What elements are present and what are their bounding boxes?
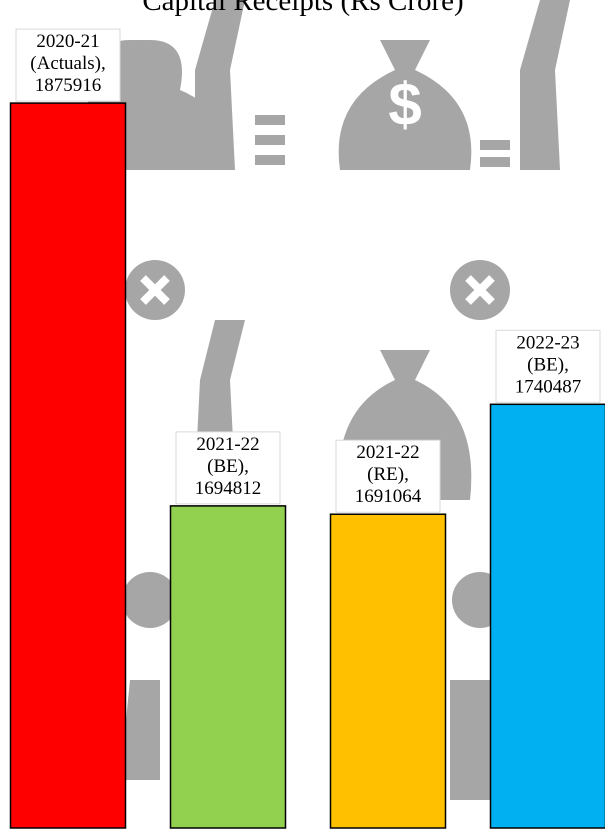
- data-label: 2022-23 (BE), 1740487: [515, 332, 582, 397]
- svg-text:$: $: [388, 71, 421, 138]
- data-label-box: [335, 439, 441, 513]
- bar: [9, 102, 127, 829]
- data-label: 2021-22 (RE), 1691064: [355, 442, 422, 507]
- bar: [169, 505, 287, 829]
- data-label-box: [15, 28, 121, 102]
- data-label: 2020-21 (Actuals), 1875916: [30, 31, 105, 96]
- bar: [489, 403, 605, 829]
- data-label-box: [495, 329, 601, 403]
- data-label-box: [175, 431, 281, 505]
- bar: [329, 513, 447, 829]
- chart-title: Capital Receipts (Rs Crore): [142, 0, 463, 17]
- data-label: 2021-22 (BE), 1694812: [195, 434, 262, 499]
